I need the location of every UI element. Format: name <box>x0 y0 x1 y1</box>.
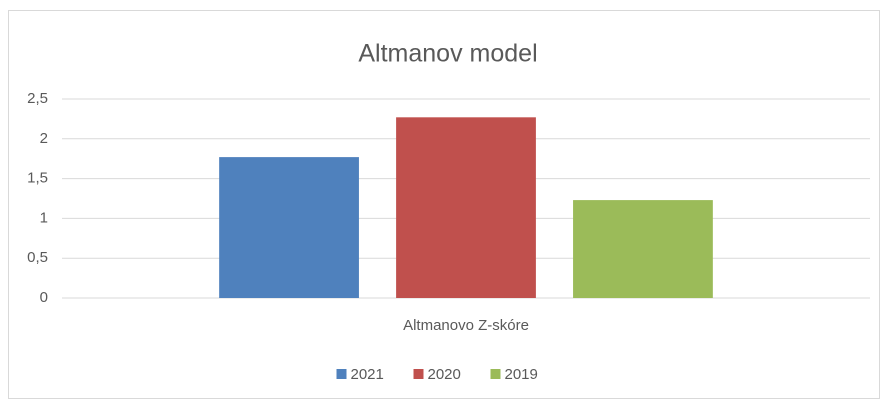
y-tick-label: 2,5 <box>27 90 48 107</box>
bar <box>396 117 536 298</box>
legend-swatch <box>490 369 501 379</box>
legend-label: 2020 <box>428 366 461 383</box>
y-tick-label: 1 <box>40 209 48 226</box>
y-tick-label: 0 <box>40 289 48 306</box>
y-tick-label: 2 <box>40 130 48 147</box>
legend-label: 2021 <box>351 366 384 383</box>
legend-label: 2019 <box>505 366 538 383</box>
bar <box>219 157 359 298</box>
bar <box>573 200 713 298</box>
legend-swatch <box>413 369 424 379</box>
y-tick-label: 0,5 <box>27 249 48 266</box>
legend-swatch <box>336 369 347 379</box>
chart-title: Altmanov model <box>358 40 537 68</box>
x-tick-label: Altmanovo Z-skóre <box>403 317 529 334</box>
y-tick-label: 1,5 <box>27 170 48 187</box>
